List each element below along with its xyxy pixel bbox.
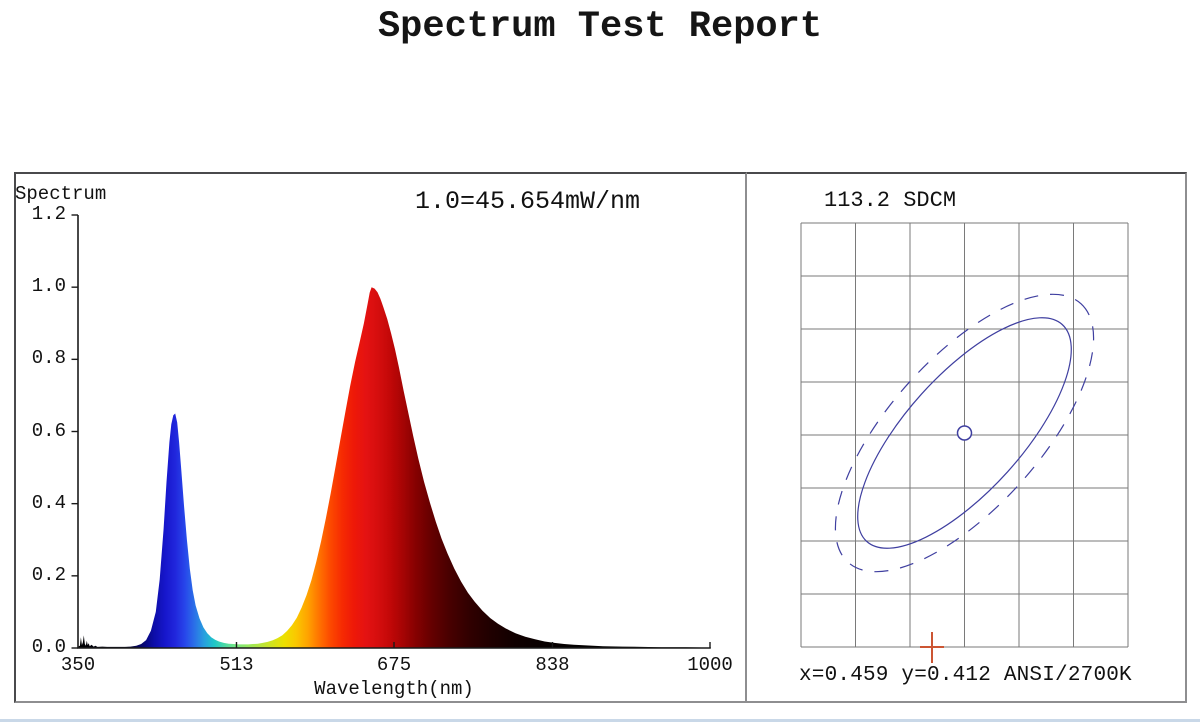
x-tick-label: 1000 [687, 654, 733, 676]
spectrum-area-series [78, 287, 710, 648]
spectrum-chart-panel: Spectrum 1.0=45.654mW/nm Wavelength(nm) … [14, 172, 747, 703]
y-tick-label: 0.8 [31, 347, 66, 370]
y-tick-label: 1.0 [31, 275, 66, 298]
measured-chromaticity-point [956, 425, 973, 441]
sdcm-value-label: 113.2 SDCM [824, 188, 957, 213]
sdcm-ellipse-solid [857, 317, 1072, 549]
x-tick-label: 838 [535, 654, 570, 676]
y-tick-label: 0.6 [31, 419, 66, 442]
scale-annotation: 1.0=45.654mW/nm [415, 187, 641, 216]
chromaticity-chart [800, 222, 1129, 663]
x-tick-label: 513 [219, 654, 254, 676]
chromaticity-panel: 113.2 SDCM x=0.459 y=0.412 ANSI/2700K [747, 172, 1187, 703]
x-axis-label: Wavelength(nm) [314, 678, 474, 700]
page-title: Spectrum Test Report [377, 6, 823, 48]
y-tick-label: 0.0 [31, 636, 66, 658]
y-tick-label: 0.2 [31, 563, 66, 586]
spectrum-corner-label: Spectrum [15, 183, 107, 205]
x-tick-label: 350 [60, 654, 96, 676]
y-tick-label: 1.2 [31, 203, 66, 225]
sdcm-ellipse-dashed [834, 293, 1095, 573]
y-tick-label: 0.4 [31, 491, 66, 514]
target-cross-marker [920, 632, 944, 663]
x-tick-label: 675 [376, 654, 412, 676]
cie-coordinates-label: x=0.459 y=0.412 ANSI/2700K [799, 664, 1132, 687]
bottom-divider [0, 719, 1200, 722]
spectrum-chart [71, 214, 711, 649]
